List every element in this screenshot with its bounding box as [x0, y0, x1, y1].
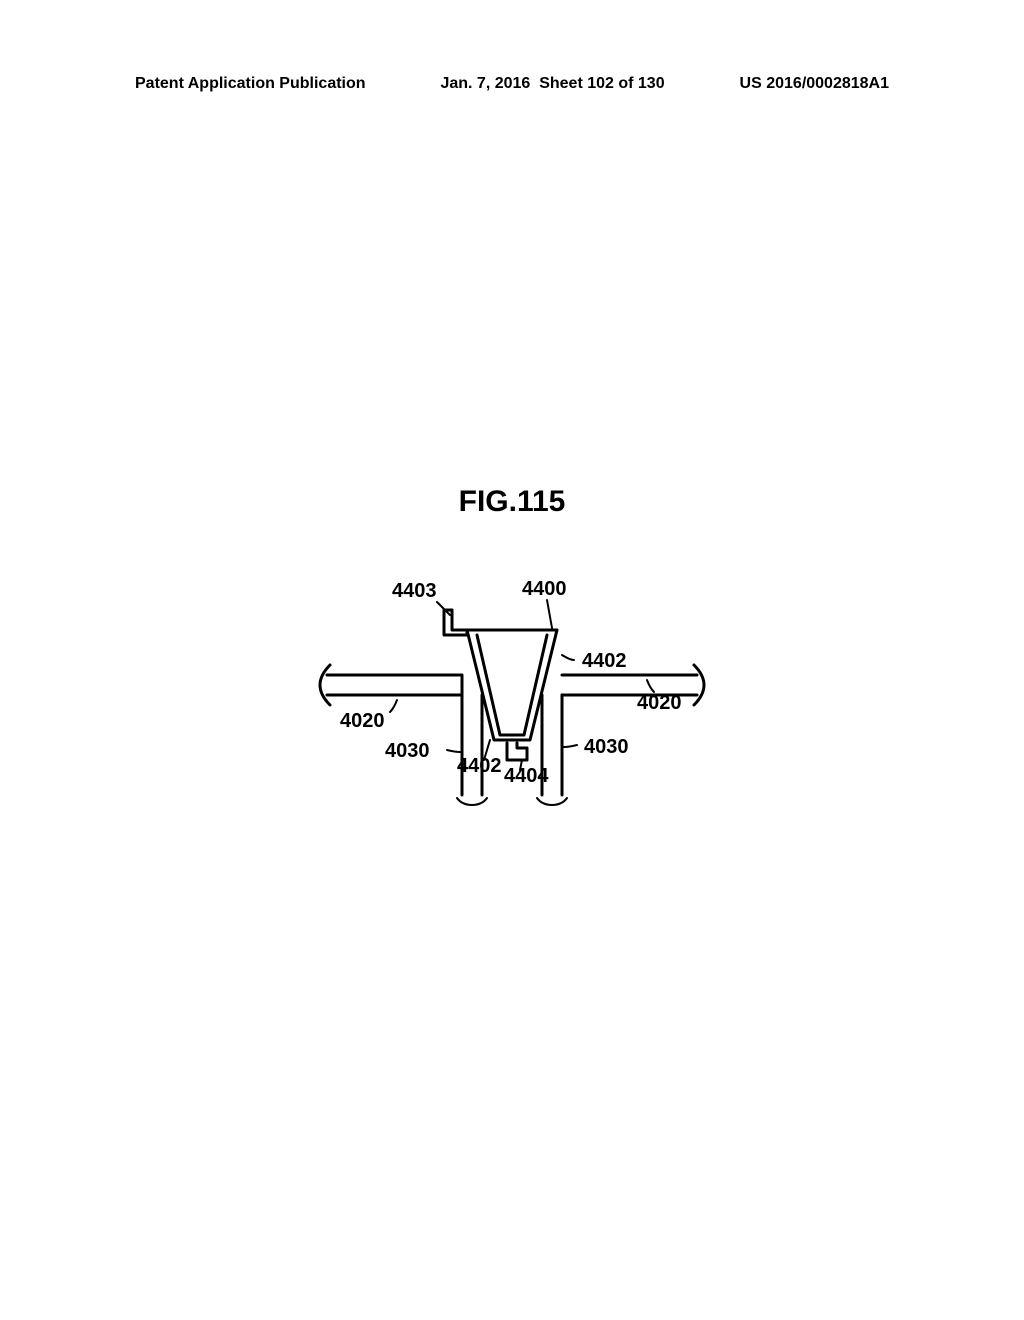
diagram-svg	[252, 560, 772, 840]
publication-number: US 2016/0002818A1	[740, 75, 889, 93]
figure-title: FIG.115	[459, 485, 566, 519]
label-4402-right: 4402	[582, 650, 627, 673]
page-header: Patent Application Publication Jan. 7, 2…	[0, 75, 1024, 93]
label-4030-left: 4030	[385, 740, 430, 763]
label-4400: 4400	[522, 578, 567, 601]
publication-type: Patent Application Publication	[135, 75, 366, 93]
label-4403: 4403	[392, 580, 437, 603]
label-4030-right: 4030	[584, 736, 629, 759]
label-4404: 4404	[504, 765, 549, 788]
publication-date: Jan. 7, 2016 Sheet 102 of 130	[440, 75, 664, 93]
label-4402-center: 4402	[457, 755, 502, 778]
patent-diagram: 4403 4400 4402 4020 4020 4030 4402 4404 …	[252, 560, 772, 840]
label-4020-right: 4020	[637, 692, 682, 715]
label-4020-left: 4020	[340, 710, 385, 733]
